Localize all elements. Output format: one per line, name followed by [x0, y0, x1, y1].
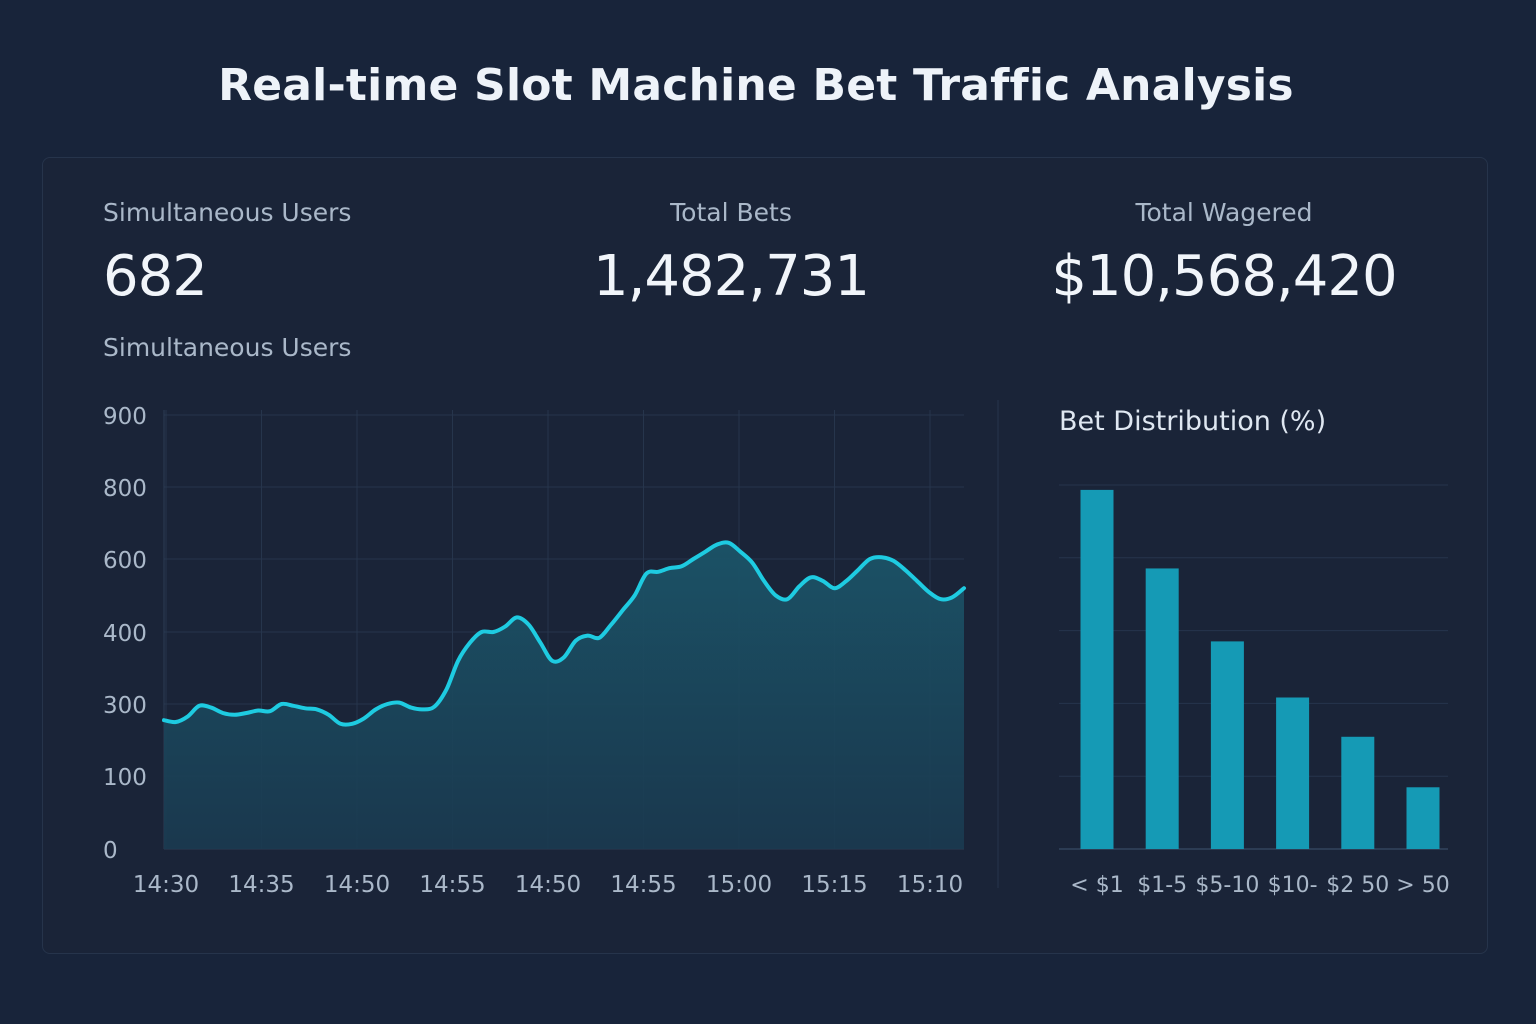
bar: [1145, 568, 1179, 849]
x-tick-label: 15:00: [706, 872, 772, 898]
bar-chart-title: Bet Distribution (%): [1059, 406, 1326, 437]
y-tick-label: 800: [103, 476, 147, 502]
page-title: Real-time Slot Machine Bet Traffic Analy…: [218, 60, 1294, 111]
x-tick-label: 14:55: [610, 872, 676, 898]
bar-category-label: $2 50: [1326, 873, 1389, 898]
bar: [1210, 641, 1244, 849]
x-tick-label: 14:50: [515, 872, 581, 898]
stat-users-value: 682: [103, 244, 208, 309]
y-tick-label: 100: [103, 765, 147, 791]
y-tick-label: 900: [103, 404, 147, 430]
bar-category-label: $5-10: [1195, 873, 1259, 898]
y-tick-label: 0: [103, 838, 118, 864]
x-tick-label: 15:10: [897, 872, 963, 898]
bar: [1276, 697, 1310, 849]
bar-category-label: > 50: [1396, 873, 1449, 898]
y-tick-label: 400: [103, 621, 147, 647]
stat-bets-value: 1,482,731: [592, 244, 870, 309]
stat-users-label: Simultaneous Users: [103, 198, 352, 227]
bar-category-label: < $1: [1070, 873, 1123, 898]
stat-wagered-value: $10,568,420: [1051, 244, 1397, 309]
bar-category-label: $1-5: [1137, 873, 1187, 898]
bar: [1341, 736, 1375, 849]
bar-category-label: $10-: [1268, 873, 1318, 898]
x-tick-label: 14:35: [228, 872, 294, 898]
stat-bets-label: Total Bets: [670, 198, 792, 227]
y-tick-label: 300: [103, 693, 147, 719]
y-tick-label: 600: [103, 548, 147, 574]
bar: [1406, 787, 1440, 849]
x-tick-label: 14:55: [419, 872, 485, 898]
bar: [1080, 489, 1114, 849]
users-area-fill: [164, 542, 964, 849]
x-tick-label: 15:15: [801, 872, 867, 898]
users-series-line: [162, 540, 966, 727]
x-tick-label: 14:30: [133, 872, 199, 898]
x-tick-label: 14:50: [324, 872, 390, 898]
line-chart-title: Simultaneous Users: [103, 333, 351, 362]
stat-wagered-label: Total Wagered: [1135, 198, 1313, 227]
